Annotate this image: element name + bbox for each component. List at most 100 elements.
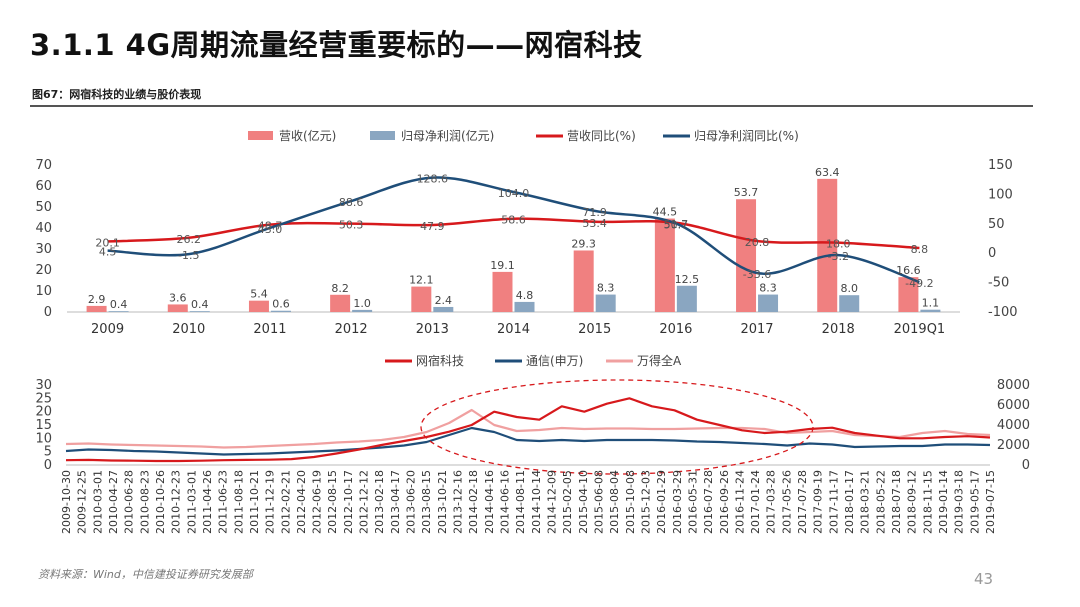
profit-bar	[839, 295, 860, 312]
revenue-yoy-data-label: 48.7	[258, 220, 283, 233]
x-tick-label: 2018-11-15	[921, 470, 934, 534]
x-tick-label: 2017-03-28	[765, 470, 778, 534]
profit-bar	[108, 311, 129, 312]
profit-data-label: 8.3	[759, 282, 777, 295]
x-tick-label: 2013-08-15	[420, 470, 433, 534]
revenue-yoy-data-label: 20.1	[95, 236, 120, 249]
profit-bar	[189, 311, 210, 312]
profit-data-label: 2.4	[435, 294, 453, 307]
wind-a-index-line	[65, 408, 991, 449]
revenue-yoy-data-label: 18.0	[826, 238, 851, 251]
x-tick-label: 2015-06-08	[593, 470, 606, 534]
profit-yoy-data-label: 50.7	[664, 218, 689, 231]
x-tick-label: 2010-08-23	[138, 470, 151, 534]
y-right-tick-label: 50	[988, 217, 1005, 232]
legend-label: 万得全A	[637, 353, 682, 368]
x-tick-label: 2010-03-01	[91, 470, 104, 534]
x-tick-label: 2010-10-26	[154, 470, 167, 534]
revenue-yoy-data-label: 26.2	[177, 233, 202, 246]
x-tick-label: 2018-01-17	[843, 470, 856, 534]
legend-label: 网宿科技	[416, 353, 464, 368]
revenue-yoy-data-label: 53.4	[582, 217, 607, 230]
x-tick-label: 2015-08-04	[608, 470, 621, 534]
y-right-tick-label: 8000	[997, 378, 1030, 393]
revenue-bar	[654, 218, 675, 312]
revenue-data-label: 16.6	[896, 264, 921, 277]
x-tick-label: 2014-08-11	[514, 470, 527, 534]
x-tick-label: 2017-11-17	[827, 470, 840, 534]
profit-bar	[270, 310, 291, 312]
telecom-index-line	[65, 426, 991, 456]
x-tick-label: 2014	[497, 322, 530, 337]
x-tick-label: 2013-02-18	[373, 470, 386, 534]
revenue-data-label: 5.4	[250, 288, 268, 301]
x-tick-label: 2017-01-24	[749, 470, 762, 534]
x-tick-label: 2016	[659, 322, 692, 337]
revenue-bar	[736, 199, 757, 312]
profit-yoy-data-label: -3.2	[827, 250, 848, 263]
slide-title: 3.1.1 4G周期流量经营重要标的——网宿科技	[30, 28, 643, 62]
x-tick-label: 2018-05-22	[874, 470, 887, 534]
revenue-yoy-data-label: 8.8	[911, 243, 929, 256]
x-tick-label: 2011-08-18	[232, 470, 245, 534]
x-tick-label: 2019-07-15	[984, 470, 997, 534]
revenue-bar	[573, 250, 594, 312]
revenue-bar	[86, 305, 107, 312]
x-tick-label: 2010-04-27	[107, 470, 120, 534]
y-left-tick-label: 10	[35, 284, 52, 299]
x-tick-label: 2013-06-20	[405, 470, 418, 534]
profit-yoy-data-label: 71.9	[582, 206, 607, 219]
figure-caption: 图67：网宿科技的业绩与股价表现	[32, 88, 202, 101]
x-tick-label: 2013-04-17	[389, 470, 402, 534]
profit-bar	[676, 285, 697, 312]
x-tick-label: 2019-05-17	[968, 470, 981, 534]
wangsu-price-line	[65, 397, 991, 463]
x-tick-label: 2015-02-05	[561, 470, 574, 534]
revenue-yoy-data-label: 58.6	[501, 214, 526, 227]
x-tick-label: 2014-06-16	[499, 470, 512, 534]
y-right-tick-label: 4000	[997, 418, 1030, 433]
x-tick-label: 2017	[740, 322, 773, 337]
x-tick-label: 2010	[172, 322, 205, 337]
profit-yoy-data-label: 4.5	[99, 246, 117, 259]
revenue-bar	[248, 300, 269, 312]
x-tick-label: 2015-10-08	[624, 470, 637, 534]
x-tick-label: 2017-05-26	[780, 470, 793, 534]
x-tick-label: 2017-09-19	[812, 470, 825, 534]
legend-swatch	[248, 131, 273, 140]
x-tick-label: 2018-03-21	[859, 470, 872, 534]
revenue-bar	[167, 304, 188, 312]
profit-bar	[758, 294, 779, 312]
profit-data-label: 0.6	[272, 298, 290, 311]
revenue-bar	[817, 178, 838, 312]
x-tick-label: 2015-12-03	[640, 470, 653, 534]
y-right-tick-label: -100	[988, 305, 1018, 320]
source-note: 资料来源：Wind，中信建投证券研究发展部	[38, 568, 253, 581]
x-tick-label: 2012-04-20	[295, 470, 308, 534]
revenue-data-label: 29.3	[571, 237, 596, 250]
x-tick-label: 2014-12-09	[546, 470, 559, 534]
x-tick-label: 2019-01-14	[937, 470, 950, 534]
revenue-data-label: 8.2	[331, 282, 349, 295]
profit-bar	[352, 309, 373, 312]
y-left-tick-label: 30	[35, 242, 52, 257]
y-left-tick-label: 0	[44, 305, 52, 320]
x-tick-label: 2012	[335, 322, 368, 337]
profit-yoy-data-label: 43.0	[258, 223, 283, 236]
y-left-tick-label: 20	[35, 405, 52, 420]
x-tick-label: 2013-12-16	[452, 470, 465, 534]
x-tick-label: 2019Q1	[894, 322, 946, 337]
profit-yoy-data-label: -33.6	[743, 268, 771, 281]
y-right-tick-label: 0	[988, 246, 996, 261]
x-tick-label: 2015	[578, 322, 611, 337]
profit-bar	[920, 309, 941, 312]
y-right-tick-label: -50	[988, 276, 1009, 291]
x-tick-label: 2014-10-14	[530, 470, 543, 534]
profit-data-label: 12.5	[675, 273, 700, 286]
revenue-yoy-data-label: 50.3	[339, 219, 364, 232]
x-tick-label: 2019-03-18	[953, 470, 966, 534]
y-left-tick-label: 5	[44, 445, 52, 460]
legend-label: 营收(亿元)	[279, 128, 336, 143]
y-right-tick-label: 100	[988, 187, 1013, 202]
x-tick-label: 2009-10-30	[60, 470, 73, 534]
